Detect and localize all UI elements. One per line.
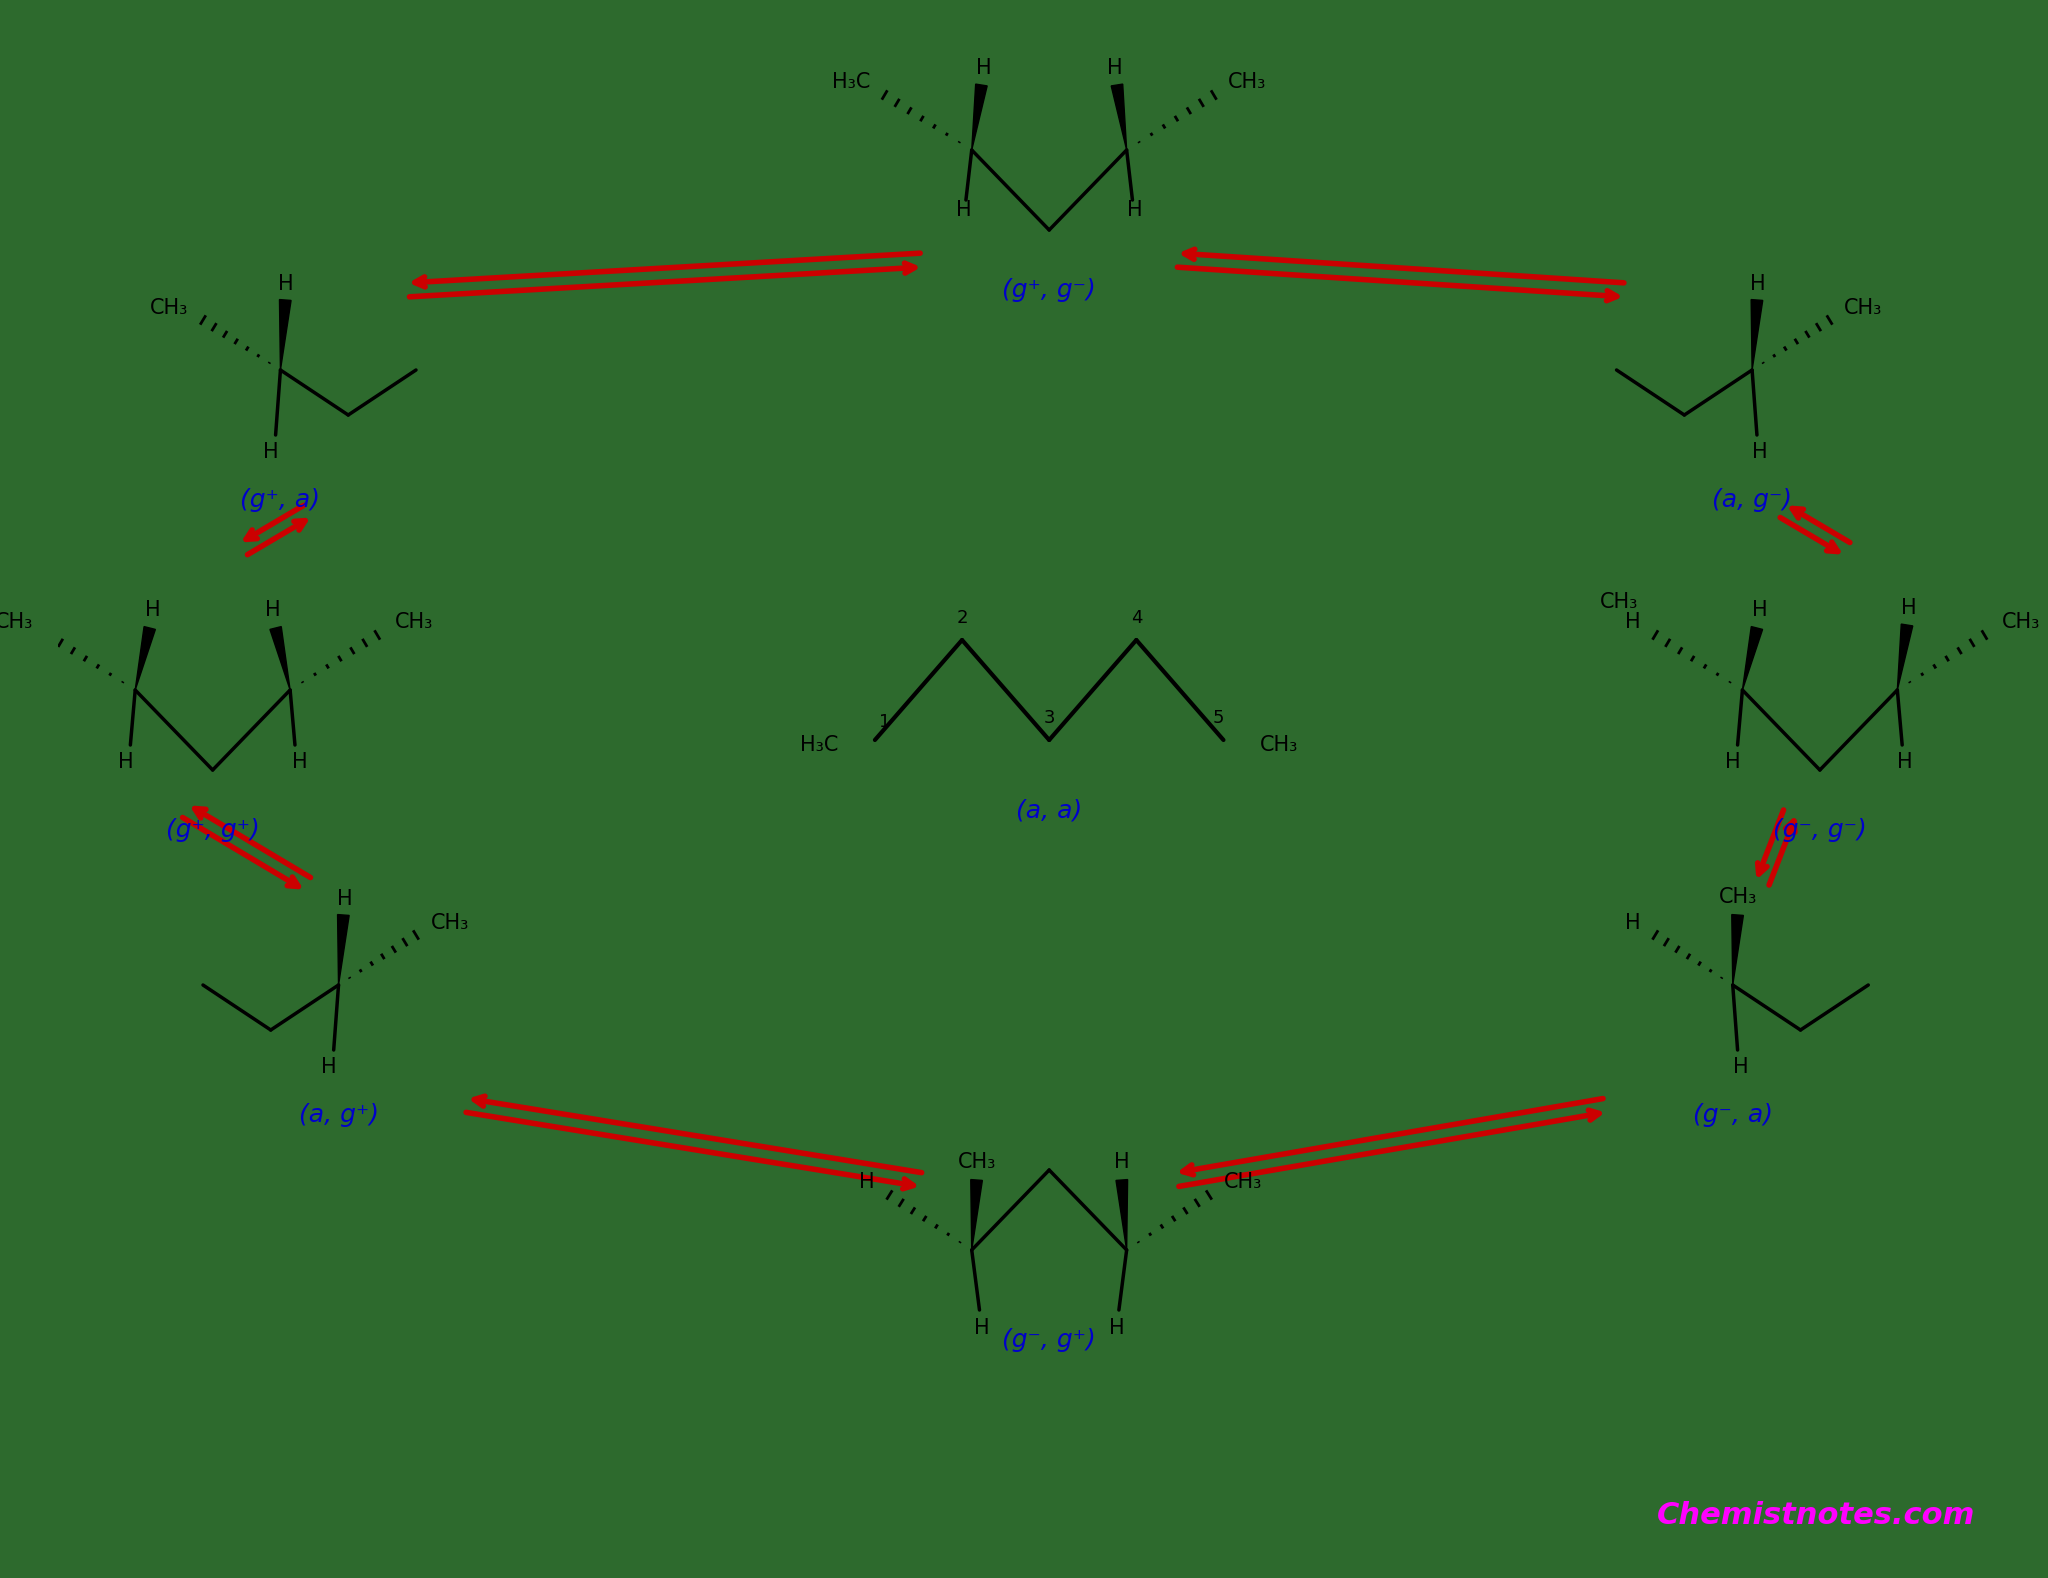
Polygon shape <box>135 626 156 690</box>
Text: H: H <box>145 600 160 620</box>
Text: H₃C: H₃C <box>801 735 838 754</box>
Text: H: H <box>1126 200 1143 219</box>
Polygon shape <box>1743 626 1763 690</box>
Polygon shape <box>1733 915 1743 985</box>
Text: H: H <box>860 1172 874 1191</box>
Text: H: H <box>117 753 133 772</box>
Text: H: H <box>1733 1057 1749 1078</box>
Text: (g⁺, a): (g⁺, a) <box>240 488 319 511</box>
Text: CH₃: CH₃ <box>956 1152 995 1172</box>
Text: H: H <box>1901 598 1917 619</box>
Text: H: H <box>293 753 307 772</box>
Text: (a, g⁺): (a, g⁺) <box>299 1103 379 1127</box>
Text: H: H <box>973 1318 989 1338</box>
Text: (g⁻, a): (g⁻, a) <box>1694 1103 1774 1127</box>
Text: 3: 3 <box>1042 709 1055 727</box>
Polygon shape <box>279 300 291 369</box>
Text: CH₃: CH₃ <box>1223 1172 1262 1191</box>
Text: CH₃: CH₃ <box>150 298 188 319</box>
Text: 5: 5 <box>1212 709 1225 727</box>
Text: CH₃: CH₃ <box>1229 73 1266 92</box>
Text: H: H <box>322 1057 336 1078</box>
Text: CH₃: CH₃ <box>2001 612 2040 633</box>
Polygon shape <box>1116 1180 1128 1250</box>
Text: (g⁻, g⁺): (g⁻, g⁺) <box>1001 1329 1096 1352</box>
Text: H: H <box>1751 600 1767 620</box>
Text: H: H <box>1114 1152 1130 1172</box>
Text: CH₃: CH₃ <box>0 612 33 633</box>
Text: CH₃: CH₃ <box>1260 735 1298 754</box>
Text: Chemistnotes.com: Chemistnotes.com <box>1657 1501 1974 1531</box>
Text: H: H <box>1626 612 1640 633</box>
Text: (g⁻, g⁻): (g⁻, g⁻) <box>1774 817 1866 843</box>
Text: H: H <box>975 58 991 77</box>
Text: H: H <box>1751 442 1767 462</box>
Polygon shape <box>1751 300 1763 369</box>
Text: H: H <box>262 442 279 462</box>
Text: H: H <box>1108 58 1122 77</box>
Polygon shape <box>338 915 348 985</box>
Text: CH₃: CH₃ <box>1843 298 1882 319</box>
Text: 1: 1 <box>879 713 891 731</box>
Text: CH₃: CH₃ <box>1599 592 1638 612</box>
Text: (g⁺, g⁺): (g⁺, g⁺) <box>166 817 260 843</box>
Text: H: H <box>1110 1318 1124 1338</box>
Polygon shape <box>971 1180 983 1250</box>
Text: CH₃: CH₃ <box>395 612 432 633</box>
Text: CH₃: CH₃ <box>1720 887 1757 907</box>
Text: H: H <box>264 600 281 620</box>
Polygon shape <box>1896 623 1913 690</box>
Text: (g⁺, g⁻): (g⁺, g⁻) <box>1001 278 1096 301</box>
Text: H: H <box>956 200 973 219</box>
Text: 2: 2 <box>956 609 969 626</box>
Text: CH₃: CH₃ <box>430 914 469 933</box>
Text: H: H <box>279 275 295 294</box>
Text: H: H <box>1751 275 1765 294</box>
Polygon shape <box>1112 84 1126 150</box>
Text: H: H <box>1724 753 1741 772</box>
Text: H: H <box>336 888 352 909</box>
Polygon shape <box>270 626 291 690</box>
Text: H₃C: H₃C <box>831 73 870 92</box>
Text: H: H <box>1626 914 1640 933</box>
Text: (a, g⁻): (a, g⁻) <box>1712 488 1792 511</box>
Text: 4: 4 <box>1130 609 1143 626</box>
Polygon shape <box>971 84 987 150</box>
Text: H: H <box>1896 753 1913 772</box>
Text: (a, a): (a, a) <box>1016 798 1081 822</box>
